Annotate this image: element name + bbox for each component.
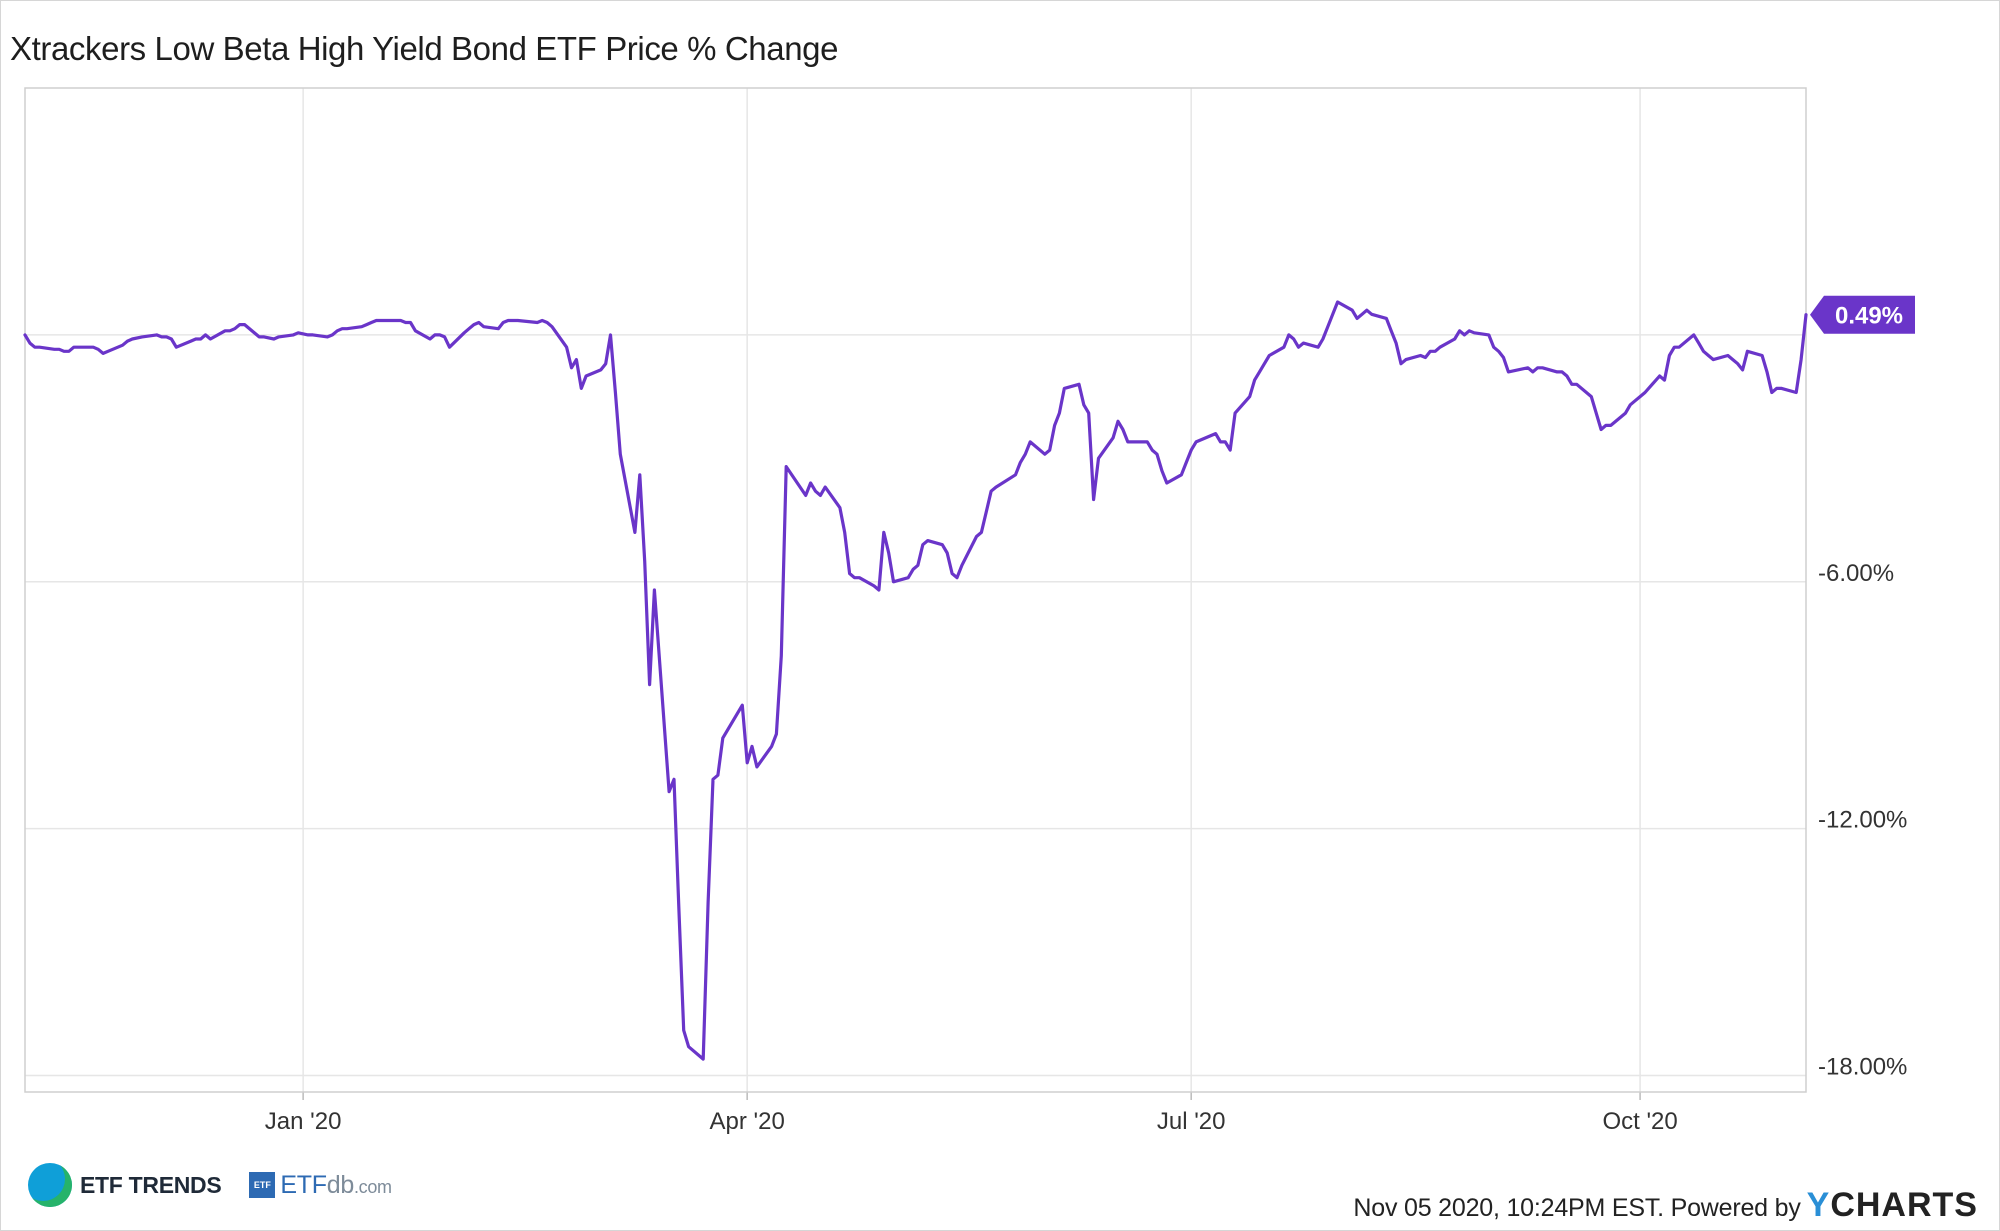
timestamp-text: Nov 05 2020, 10:24PM EST. Powered by: [1353, 1194, 1801, 1222]
etf-trends-logo-text[interactable]: ETF TRENDS: [80, 1171, 222, 1198]
series-layer: [23, 300, 1808, 1061]
etfdb-logo-etf: ETF: [280, 1170, 327, 1199]
y-axis-tick-labels: -6.00% -12.00% -18.00%: [1818, 560, 1907, 1081]
last-value-badge[interactable]: 0.49%: [1810, 295, 1915, 334]
etf-trends-logo-icon[interactable]: [28, 1163, 72, 1207]
footer-attribution: Nov 05 2020, 10:24PM EST. Powered by YCH…: [1353, 1186, 1978, 1225]
last-value-label: 0.49%: [1835, 303, 1903, 330]
footer-logos[interactable]: ETF TRENDS ETF ETFdb.com: [28, 1160, 392, 1210]
plot-area-border: [24, 87, 1807, 1093]
ycharts-logo-y: Y: [1806, 1186, 1831, 1224]
x-tick-label: Apr '20: [710, 1108, 785, 1135]
ycharts-logo-rest: CHARTS: [1830, 1186, 1978, 1224]
etfdb-logo-db: db: [326, 1170, 355, 1199]
etfdb-logo-com: .com: [353, 1176, 392, 1197]
x-tick-label: Jul '20: [1157, 1108, 1226, 1135]
ycharts-logo[interactable]: YCHARTS: [1807, 1186, 1978, 1225]
y-tick-label: -12.00%: [1818, 807, 1907, 834]
x-axis-tick-labels: Jan '20 Apr '20 Jul '20 Oct '20: [265, 1108, 1678, 1135]
x-tick-label: Jan '20: [265, 1108, 342, 1135]
grid-lines: [25, 88, 1806, 1100]
etfdb-logo-text[interactable]: ETFdb.com: [280, 1170, 392, 1200]
y-tick-label: -6.00%: [1818, 560, 1894, 587]
series-line[interactable]: [23, 300, 1808, 1061]
x-tick-label: Oct '20: [1602, 1108, 1677, 1135]
chart-title: Xtrackers Low Beta High Yield Bond ETF P…: [10, 30, 839, 67]
etfdb-logo-icon[interactable]: ETF: [249, 1172, 276, 1198]
last-value-badge-shape: [1810, 295, 1915, 334]
y-tick-label: -18.00%: [1818, 1054, 1907, 1081]
